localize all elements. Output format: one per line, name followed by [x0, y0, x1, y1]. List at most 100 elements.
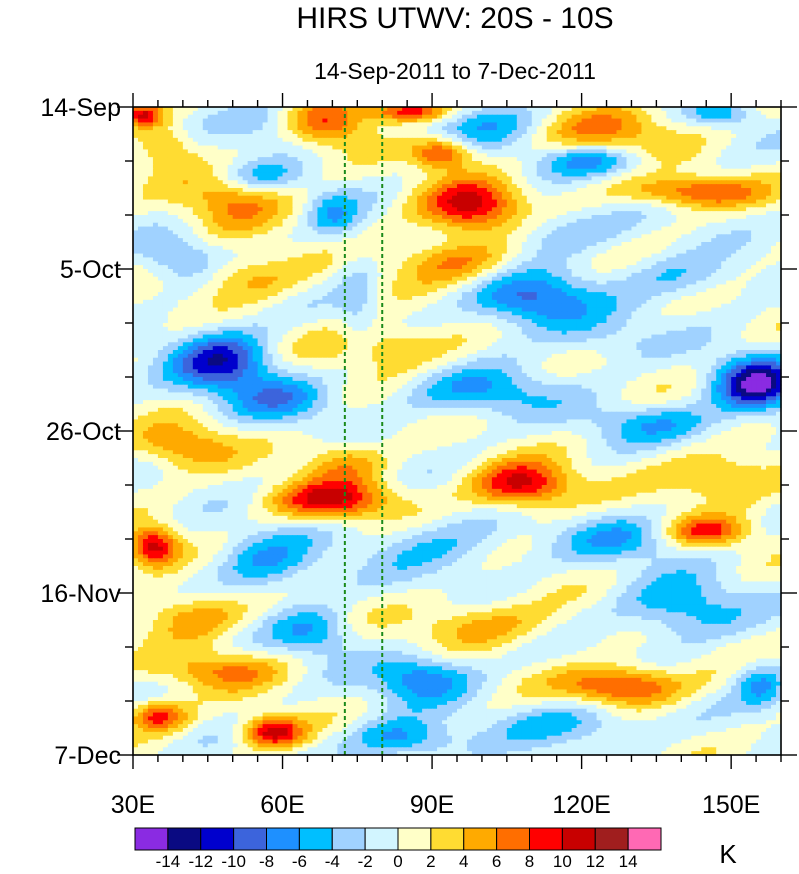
contour-cell	[437, 203, 443, 207]
contour-cell	[612, 126, 618, 130]
contour-cell	[636, 211, 642, 215]
contour-cell	[477, 149, 483, 153]
contour-cell	[432, 180, 438, 184]
contour-cell	[327, 192, 333, 196]
contour-cell	[352, 184, 358, 188]
contour-cell	[567, 126, 573, 130]
contour-cell	[771, 219, 777, 223]
contour-cell	[716, 142, 722, 146]
contour-cell	[278, 122, 284, 126]
contour-cell	[317, 165, 323, 169]
contour-cell	[661, 242, 667, 246]
contour-cell	[293, 180, 299, 184]
contour-cell	[457, 238, 463, 242]
contour-cell	[656, 161, 662, 165]
contour-cell	[138, 169, 144, 173]
contour-cell	[238, 192, 244, 196]
contour-cell	[577, 176, 583, 180]
contour-cell	[208, 180, 214, 184]
contour-cell	[766, 250, 772, 254]
contour-cell	[721, 138, 727, 142]
contour-cell	[557, 130, 563, 134]
contour-cell	[148, 115, 154, 119]
contour-cell	[497, 196, 503, 200]
contour-cell	[706, 130, 712, 134]
contour-cell	[567, 180, 573, 184]
contour-cell	[741, 122, 747, 126]
contour-cell	[582, 250, 588, 254]
contour-cell	[716, 200, 722, 204]
contour-cell	[387, 169, 393, 173]
contour-cell	[243, 134, 249, 138]
contour-cell	[537, 230, 543, 234]
contour-cell	[362, 246, 368, 250]
contour-cell	[726, 138, 732, 142]
contour-cell	[517, 184, 523, 188]
contour-cell	[178, 200, 184, 204]
contour-cell	[711, 219, 717, 223]
contour-cell	[437, 207, 443, 211]
contour-cell	[322, 192, 328, 196]
contour-cell	[631, 130, 637, 134]
contour-cell	[522, 161, 528, 165]
contour-cell	[387, 126, 393, 130]
contour-cell	[447, 142, 453, 146]
contour-cell	[482, 238, 488, 242]
contour-cell	[163, 180, 169, 184]
contour-cell	[641, 196, 647, 200]
contour-cell	[676, 196, 682, 200]
contour-cell	[228, 119, 234, 123]
contour-cell	[467, 207, 473, 211]
contour-cell	[432, 122, 438, 126]
contour-cell	[462, 111, 468, 115]
contour-cell	[612, 119, 618, 123]
contour-cell	[183, 254, 189, 258]
contour-cell	[651, 230, 657, 234]
contour-cell	[701, 142, 707, 146]
contour-cell	[352, 192, 358, 196]
contour-cell	[178, 134, 184, 138]
contour-cell	[327, 142, 333, 146]
contour-cell	[676, 173, 682, 177]
contour-cell	[711, 184, 717, 188]
contour-cell	[198, 146, 204, 150]
contour-cell	[223, 180, 229, 184]
contour-cell	[263, 238, 269, 242]
contour-cell	[352, 207, 358, 211]
contour-cell	[228, 207, 234, 211]
contour-cell	[517, 234, 523, 238]
contour-cell	[283, 234, 289, 238]
contour-cell	[322, 203, 328, 207]
contour-cell	[572, 227, 578, 231]
contour-cell	[771, 200, 777, 204]
contour-cell	[592, 161, 598, 165]
contour-cell	[283, 188, 289, 192]
contour-cell	[617, 196, 623, 200]
contour-cell	[432, 188, 438, 192]
contour-cell	[547, 242, 553, 246]
contour-cell	[701, 242, 707, 246]
contour-cell	[527, 180, 533, 184]
contour-cell	[198, 165, 204, 169]
contour-cell	[676, 142, 682, 146]
contour-cell	[577, 215, 583, 219]
contour-cell	[148, 219, 154, 223]
contour-cell	[183, 207, 189, 211]
contour-cell	[163, 142, 169, 146]
contour-cell	[716, 227, 722, 231]
contour-cell	[607, 157, 613, 161]
contour-cell	[258, 223, 264, 227]
contour-cell	[263, 219, 269, 223]
contour-cell	[218, 242, 224, 246]
contour-cell	[487, 215, 493, 219]
contour-cell	[223, 242, 229, 246]
contour-cell	[178, 138, 184, 142]
contour-cell	[307, 161, 313, 165]
contour-cell	[617, 200, 623, 204]
contour-cell	[357, 192, 363, 196]
contour-cell	[288, 246, 294, 250]
contour-cell	[711, 173, 717, 177]
contour-cell	[696, 188, 702, 192]
contour-cell	[322, 111, 328, 115]
contour-cell	[168, 130, 174, 134]
